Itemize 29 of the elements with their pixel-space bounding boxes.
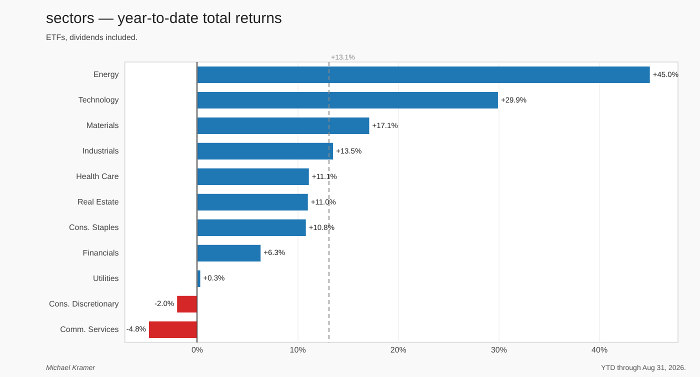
bar [198, 219, 306, 236]
x-tick-label: 0% [191, 345, 203, 354]
bar [198, 92, 498, 109]
y-tick-label: Cons. Discretionary [48, 299, 119, 308]
x-tick-label: 10% [290, 345, 306, 354]
bar [198, 142, 334, 160]
y-tick-label: Financials [82, 248, 119, 258]
x-tick-label: 20% [390, 345, 406, 354]
bar [198, 270, 200, 287]
y-tick-label: Health Care [76, 172, 120, 181]
bar [198, 168, 309, 185]
y-tick-label: Real Estate [77, 197, 120, 206]
chart-title: sectors — year-to-date total returns [46, 10, 282, 27]
y-tick-label: Energy [93, 70, 119, 79]
y-tick-label: Cons. Staples [68, 222, 119, 232]
bar [198, 66, 650, 84]
y-tick-label: Comm. Services [60, 324, 119, 334]
bar [198, 117, 370, 134]
y-tick-label: Technology [78, 95, 119, 104]
bar [198, 194, 308, 210]
y-tick-label: Utilities [93, 274, 119, 283]
y-tick-label: Industrials [82, 146, 119, 156]
bar [148, 321, 197, 338]
x-tick-label: 30% [490, 345, 507, 354]
bar [198, 244, 261, 262]
bar [177, 296, 197, 312]
chart-subtitle: ETFs, dividends included. [46, 33, 138, 42]
y-tick-label: Materials [86, 120, 119, 130]
x-tick-label: 40% [592, 345, 608, 354]
